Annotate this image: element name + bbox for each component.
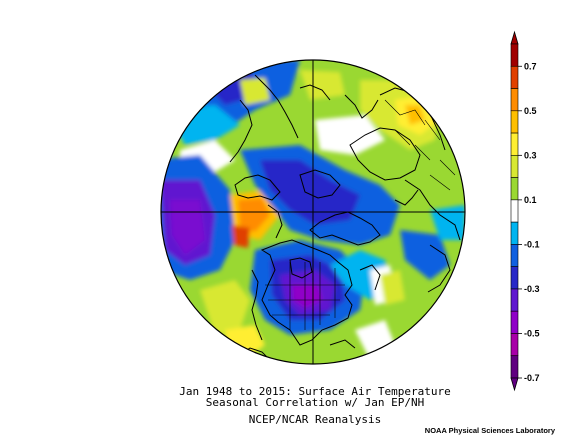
colorbar-segment	[510, 333, 519, 357]
caption-source: NCEP/NCAR Reanalysis	[248, 413, 382, 426]
colorbar-tick-label: -0.5	[524, 328, 540, 338]
colorbar-segment	[510, 132, 519, 156]
colorbar-segment	[510, 177, 519, 201]
colorbar-tick-label: 0.5	[524, 106, 537, 116]
colorbar-segment	[510, 288, 519, 312]
colorbar-segment	[510, 266, 519, 290]
colorbar-top-arrow	[510, 30, 519, 45]
caption-subtitle: Seasonal Correlation w/ Jan EP/NH	[205, 396, 425, 409]
colorbar-tick-label: -0.7	[524, 373, 540, 383]
colorbar-tick-label: -0.3	[524, 284, 540, 294]
colorbar-bottom-arrow	[510, 377, 519, 392]
colorbar-segment	[510, 355, 519, 379]
colorbar-segment	[510, 310, 519, 334]
colorbar-segment	[510, 110, 519, 134]
colorbar-segment	[510, 199, 519, 223]
colorbar-segment	[510, 244, 519, 267]
colorbar-tick-label: -0.1	[524, 239, 540, 249]
correlation-field	[161, 60, 465, 364]
credit-label: NOAA Physical Sciences Laboratory	[424, 426, 555, 435]
colorbar-tick-label: 0.7	[524, 61, 537, 71]
colorbar-segment	[510, 43, 519, 67]
colorbar-tick-label: 0.1	[524, 195, 537, 205]
map-boundary	[160, 59, 466, 365]
colorbar-tick-label: 0.3	[524, 150, 537, 160]
colorbar: 0.7 0.5 0.3 0.1 -0.1 -0.3 -0.5 -0.7	[510, 30, 540, 392]
colorbar-segment	[510, 155, 519, 178]
colorbar-segment	[510, 65, 519, 89]
caption-title: Jan 1948 to 2015: Surface Air Temperatur…	[179, 385, 451, 398]
colorbar-segment	[510, 221, 519, 245]
colorbar-segment	[510, 88, 519, 112]
